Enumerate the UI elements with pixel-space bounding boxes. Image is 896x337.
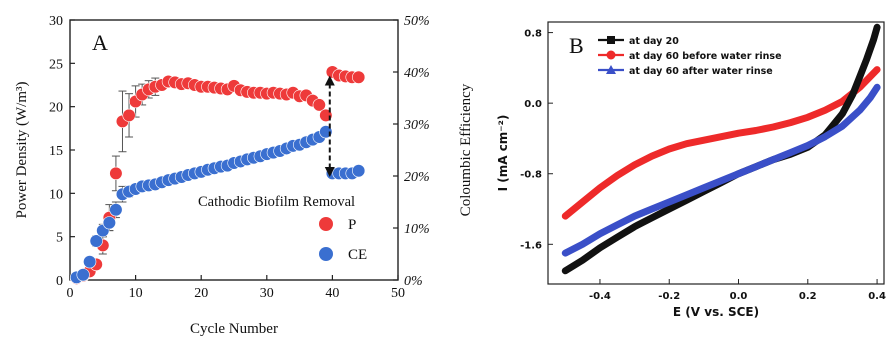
chart-a-left-tick-label: 10	[49, 187, 63, 202]
chart-b-x-axis-label: E (V vs. SCE)	[673, 305, 759, 319]
legend-ce-label: CE	[348, 247, 367, 263]
chart-b-y-axis-label: I (mA cm⁻²)	[496, 115, 510, 192]
chart-a-left-tick-label: 0	[56, 274, 63, 289]
chart-a-point-p	[109, 166, 123, 180]
legend-ce-marker	[319, 247, 333, 261]
chart-a-left-tick-label: 5	[56, 231, 63, 246]
chart-a-right-tick-label: 20%	[404, 170, 430, 185]
chart-a-x-tick-label: 0	[67, 286, 74, 301]
chart-a-right-tick-label: 40%	[404, 66, 430, 81]
chart-a-arrow-head-up	[324, 75, 335, 86]
chart-a-left-tick-label: 30	[49, 14, 63, 29]
chart-a-point-p	[312, 98, 326, 112]
legend-label-at-day-20: at day 20	[629, 36, 679, 47]
legend-marker-circle	[606, 50, 616, 60]
chart-a-x-tick-label: 50	[391, 286, 405, 301]
chart-a-point-p	[352, 70, 366, 84]
chart-a-point-p	[122, 108, 136, 122]
chart-a-point-ce	[352, 164, 366, 178]
chart-a-x-axis-label: Cycle Number	[190, 321, 278, 337]
legend-label-at-day-60-before-water-rinse: at day 60 before water rinse	[629, 51, 782, 62]
legend-label-at-day-60-after-water-rinse: at day 60 after water rinse	[629, 66, 773, 77]
chart-b-y-tick-label: -0.8	[520, 170, 542, 181]
chart-a-right-tick-label: 0%	[404, 274, 423, 289]
legend-marker-square	[607, 36, 615, 44]
chart-b-y-tick-label: 0.8	[524, 29, 542, 40]
chart-a-x-tick-label: 40	[325, 286, 339, 301]
chart-b-x-tick-label: 0.2	[799, 291, 817, 302]
legend-p-marker	[319, 217, 333, 231]
chart-a-point-ce	[109, 203, 123, 217]
chart-b-line-at-day-60-after-water-rinse	[561, 83, 881, 257]
chart-b-panel-label: B	[569, 33, 584, 58]
legend-marker-triangle	[606, 65, 616, 74]
chart-a-arrow-head-down	[324, 167, 335, 178]
chart-a-left-tick-label: 20	[49, 101, 63, 116]
chart-a-left-axis-label: Power Density (W/m³)	[14, 82, 30, 219]
chart-a-point-ce	[102, 216, 116, 230]
chart-b-plot-frame	[547, 21, 885, 285]
chart-a-legend: P CE	[319, 217, 367, 263]
chart-a-x-tick-label: 10	[129, 286, 143, 301]
chart-a-panel-label: A	[92, 30, 108, 55]
chart-a-left-tick-label: 25	[49, 57, 63, 72]
chart-a-annotation-biofilm-removal: Cathodic Biofilm Removal	[198, 194, 355, 210]
chart-b-x-tick-label: 0.0	[730, 291, 748, 302]
chart-b-line-at-day-20	[561, 23, 881, 275]
chart-a-point-ce	[76, 268, 90, 282]
chart-a-x-tick-label: 20	[194, 286, 208, 301]
chart-b-line-at-day-60-before-water-rinse	[561, 66, 881, 220]
chart-a-x-tick-label: 30	[260, 286, 274, 301]
chart-a-point-ce	[83, 255, 97, 269]
chart-a-right-tick-label: 50%	[404, 14, 430, 29]
chart-a-right-tick-label: 10%	[404, 222, 430, 237]
chart-b-legend: at day 20 at day 60 before water rinse at …	[598, 36, 782, 77]
chart-a-point-ce	[89, 234, 103, 248]
chart-a-right-tick-label: 30%	[403, 118, 430, 133]
legend-p-label: P	[348, 217, 356, 233]
chart-a-right-axis-label: Coloumbic Efficiency	[458, 83, 474, 216]
chart-b-x-tick-label: -0.2	[658, 291, 680, 302]
chart-b-x-tick-label: 0.4	[868, 291, 886, 302]
chart-b-x-tick-label: -0.4	[589, 291, 611, 302]
chart-a-left-tick-label: 15	[49, 144, 63, 159]
chart-a-plot-frame	[69, 19, 399, 281]
chart-b-y-tick-label: -1.6	[520, 240, 542, 251]
chart-b-y-tick-label: 0.0	[524, 99, 542, 110]
